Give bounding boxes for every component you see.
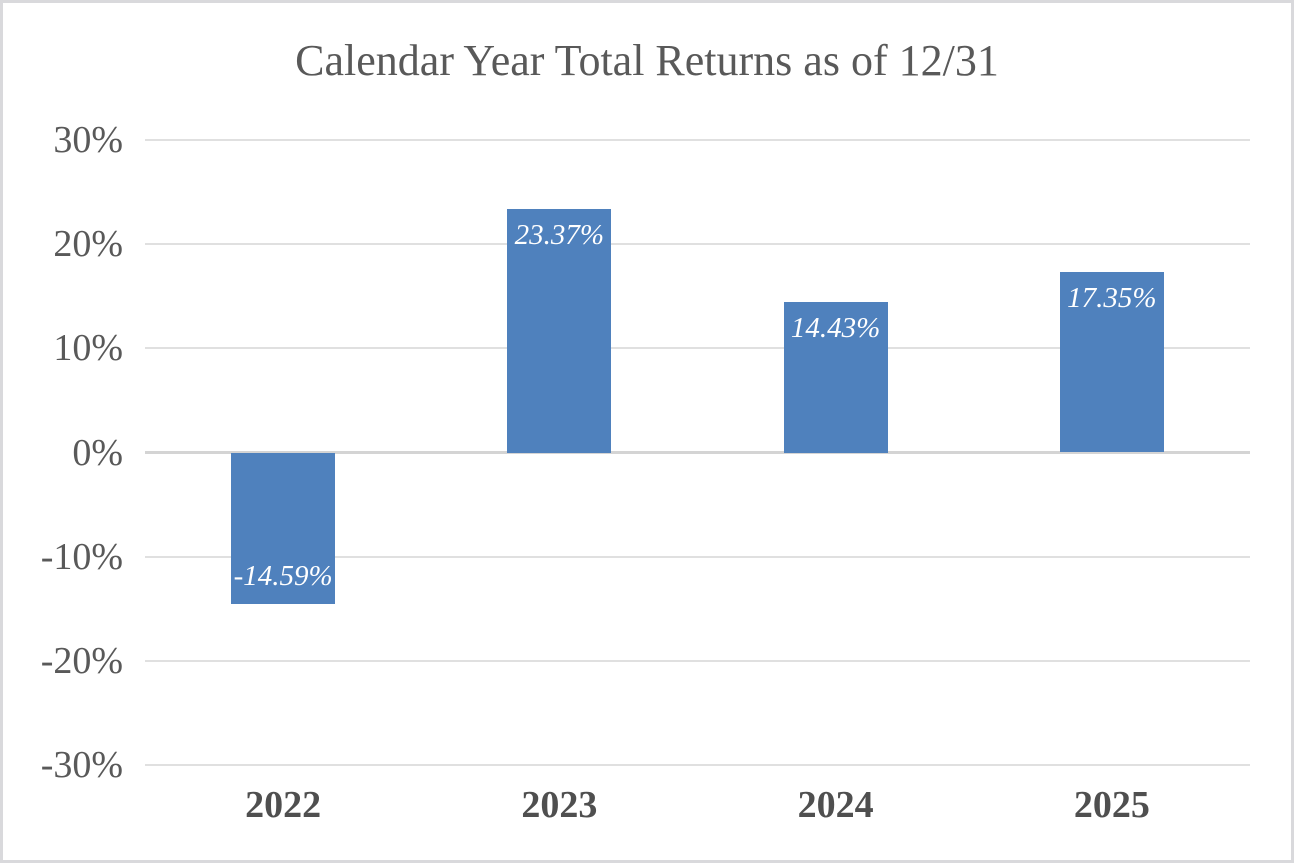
- y-axis-tick-label: 10%: [53, 327, 123, 370]
- plot-area: -14.59% 2022 23.37% 2023 14.43% 2024 17.35% 202…: [145, 139, 1250, 826]
- x-axis-category-label: 2022: [245, 784, 322, 826]
- x-axis-category-label: 2025: [1073, 784, 1150, 826]
- bar-data-label: 14.43%: [790, 312, 881, 345]
- gridline: [145, 243, 1250, 246]
- x-axis-category-label: 2023: [521, 784, 598, 826]
- bar-data-label: 23.37%: [514, 219, 605, 252]
- gridline: [145, 555, 1250, 558]
- y-axis-tick-label: -30%: [40, 744, 123, 786]
- bar-2025: 17.35%: [1059, 271, 1164, 453]
- bar-data-label: -14.59%: [233, 560, 333, 593]
- gridline: [145, 659, 1250, 662]
- y-axis-tick-label: 0%: [72, 431, 123, 474]
- bar-2022: -14.59%: [231, 452, 336, 605]
- y-axis-tick-label: 30%: [53, 119, 123, 161]
- x-axis-category-label: 2024: [797, 784, 874, 826]
- y-axis-tick-label: -10%: [40, 535, 123, 578]
- zero-axis-line: [145, 451, 1250, 454]
- gridline: [145, 764, 1250, 766]
- chart-title: Calendar Year Total Returns as of 12/31: [295, 36, 999, 85]
- bar-2023: 23.37%: [507, 209, 612, 453]
- gridline: [145, 139, 1250, 141]
- bar-data-label: 17.35%: [1067, 281, 1157, 314]
- y-axis-tick-label: 20%: [53, 223, 123, 266]
- gridline: [145, 347, 1250, 350]
- y-axis-tick-label: -20%: [40, 639, 123, 682]
- bar-2024: 14.43%: [783, 302, 888, 453]
